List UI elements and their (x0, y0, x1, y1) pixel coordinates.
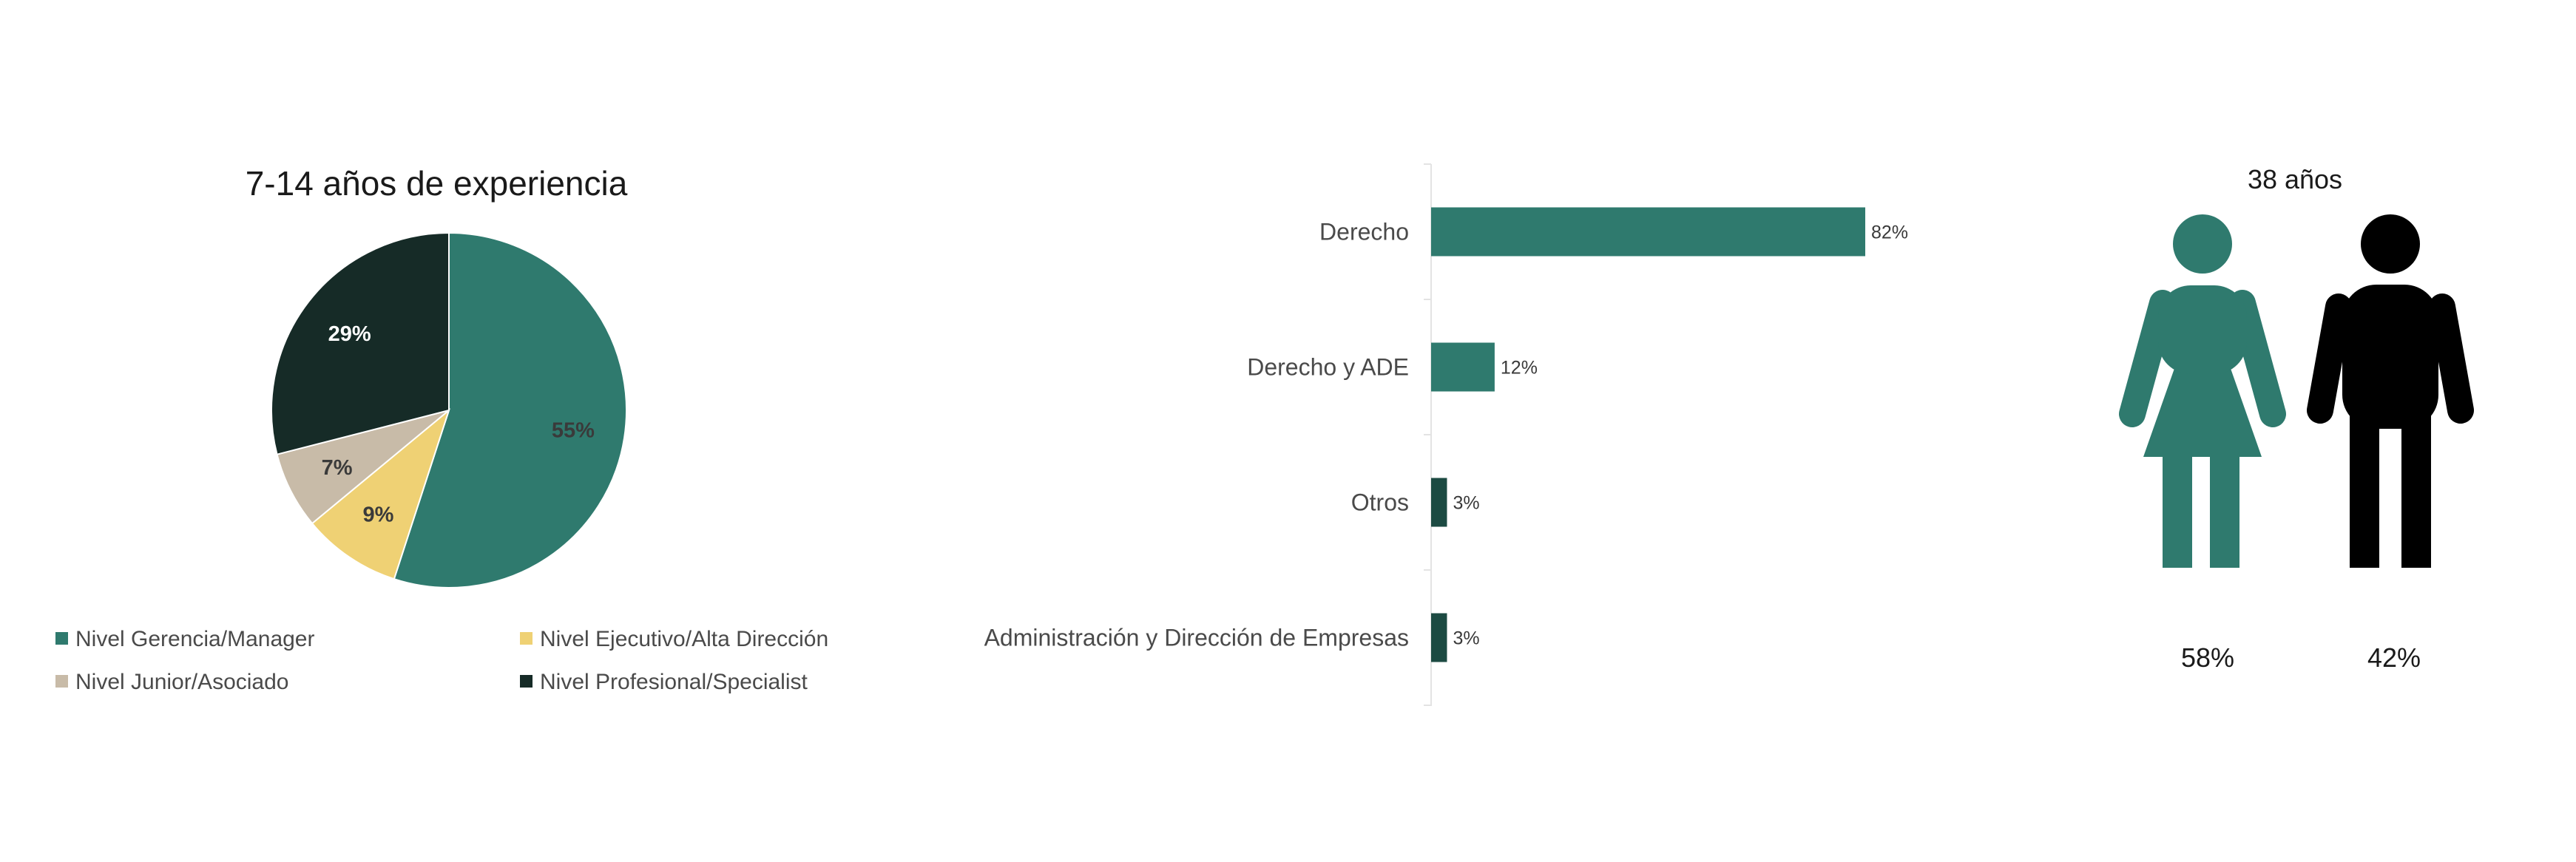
legend-swatch (520, 632, 533, 645)
pie-slice (271, 231, 450, 455)
legend-item: Nivel Gerencia/Manager (55, 627, 314, 651)
bar-category-label: Derecho y ADE (1247, 354, 1409, 381)
pie-legend: Nivel Gerencia/Manager Nivel Ejecutivo/A… (55, 627, 828, 694)
legend-label: Nivel Gerencia/Manager (75, 627, 314, 651)
pie-slice (276, 410, 450, 525)
bar-value-label: 82% (1871, 223, 1908, 243)
pie-slice (393, 231, 627, 588)
bar-value-label: 3% (1453, 628, 1479, 649)
legend-item: Nivel Ejecutivo/Alta Dirección (520, 627, 828, 651)
bar-value-label: 3% (1453, 493, 1479, 514)
pie-slice (311, 408, 451, 580)
bar (1431, 207, 1865, 257)
legend-label: Nivel Profesional/Specialist (540, 670, 808, 694)
pie-title: 7-14 años de experiencia (246, 164, 628, 203)
female-figure-icon (2119, 214, 2286, 568)
bar (1431, 478, 1447, 527)
male-percent-label: 42% (2367, 642, 2421, 673)
bar (1431, 613, 1447, 662)
bar-category-labels: Derecho Derecho y ADE Otros Administración … (984, 219, 1409, 651)
bar-axis-ticks (1424, 163, 1431, 706)
pie-chart: 7-14 años de experiencia 55% 9% 7% 29% Nive… (55, 164, 828, 694)
legend-swatch (55, 632, 68, 645)
legend-swatch (520, 675, 533, 688)
pie-data-label: 9% (362, 503, 393, 527)
pie-data-label: 29% (328, 322, 371, 346)
legend-item: Nivel Junior/Asociado (55, 670, 288, 694)
bar-value-labels: 82% 12% 3% 3% (1453, 223, 1908, 649)
pie-slices (271, 231, 627, 588)
legend-swatch (55, 675, 68, 688)
age-title: 38 años (2248, 164, 2342, 194)
legend-label: Nivel Ejecutivo/Alta Dirección (540, 627, 828, 651)
pie-data-label: 7% (322, 456, 353, 480)
legend-label: Nivel Junior/Asociado (75, 670, 288, 694)
bar-category-label: Otros (1351, 489, 1409, 516)
pie-data-label: 55% (552, 419, 595, 443)
female-percent-label: 58% (2181, 642, 2234, 673)
bars (1431, 207, 1865, 662)
male-figure-icon (2307, 214, 2474, 568)
bar (1431, 342, 1495, 392)
bar-category-label: Derecho (1319, 219, 1409, 245)
bar-value-label: 12% (1501, 358, 1538, 379)
pie-labels: 55% 9% 7% 29% (322, 322, 595, 527)
gender-pictogram: 38 años 58% 42% (2119, 164, 2474, 673)
bar-chart: Derecho Derecho y ADE Otros Administración … (984, 163, 1908, 706)
bar-category-label: Administración y Dirección de Empresas (984, 625, 1409, 651)
legend-item: Nivel Profesional/Specialist (520, 670, 808, 694)
